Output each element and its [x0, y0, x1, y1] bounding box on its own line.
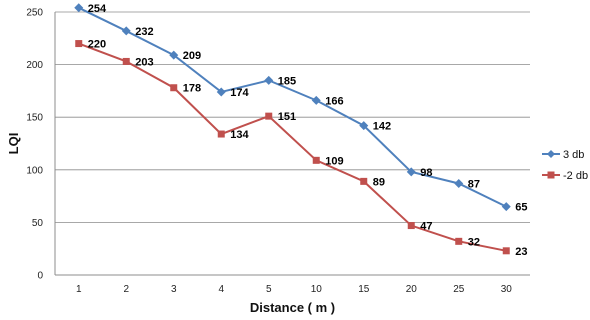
- x-tick-label: 10: [311, 284, 323, 295]
- data-point: [502, 247, 510, 255]
- data-label: 178: [183, 83, 201, 95]
- x-axis-title: Distance ( m ): [250, 300, 335, 315]
- y-tick-label: 150: [26, 113, 43, 124]
- data-label: 109: [325, 155, 343, 167]
- x-tick-labels: 1 2 3 4 5 10 15 20 25 30: [76, 284, 512, 295]
- legend: 3 db -2 db: [542, 149, 588, 182]
- data-label: 32: [468, 236, 480, 248]
- data-label: 142: [373, 121, 391, 133]
- y-tick-labels: 0 50 100 150 200 250: [26, 8, 43, 282]
- data-label: 232: [135, 26, 153, 38]
- data-label: 65: [515, 202, 527, 214]
- x-tick-label: 25: [453, 284, 465, 295]
- y-tick-label: 250: [26, 8, 43, 19]
- data-label: 134: [230, 129, 249, 141]
- data-point: [454, 178, 464, 188]
- data-point: [217, 130, 225, 138]
- legend-marker: [547, 150, 555, 158]
- data-point: [75, 40, 83, 48]
- data-label: 89: [373, 176, 385, 188]
- data-point: [170, 84, 178, 92]
- data-point: [406, 167, 416, 177]
- y-tick-label: 0: [37, 271, 43, 282]
- data-label: 87: [468, 178, 480, 190]
- y-axis-title: LQI: [6, 133, 21, 155]
- data-point: [169, 50, 179, 60]
- x-tick-label: 1: [76, 284, 82, 295]
- y-tick-label: 100: [26, 165, 43, 176]
- data-label: 174: [230, 87, 249, 99]
- x-tick-label: 5: [266, 284, 272, 295]
- data-label: 254: [88, 3, 107, 15]
- x-tick-label: 3: [171, 284, 177, 295]
- series-line-1: [78, 42, 507, 252]
- data-label: 220: [88, 39, 106, 51]
- data-point: [455, 237, 463, 245]
- legend-label: -2 db: [563, 170, 588, 182]
- series-layer: [74, 3, 511, 255]
- data-label: 203: [135, 56, 153, 68]
- legend-label: 3 db: [563, 149, 584, 161]
- data-point: [122, 57, 130, 65]
- series-line-0: [78, 6, 507, 208]
- data-point: [359, 121, 369, 131]
- data-label: 23: [515, 246, 527, 258]
- data-label: 185: [278, 75, 296, 87]
- x-tick-label: 15: [358, 284, 370, 295]
- data-point: [360, 177, 368, 185]
- x-tick-label: 4: [218, 284, 224, 295]
- data-point: [407, 222, 415, 230]
- data-point: [121, 26, 131, 36]
- data-point: [312, 156, 320, 164]
- y-tick-label: 50: [32, 218, 44, 229]
- x-tick-label: 30: [501, 284, 513, 295]
- data-point: [501, 202, 511, 212]
- data-point: [74, 3, 84, 13]
- data-labels: 254 232 209 174 185 166 142 98 87 65 220 203 178 134 1…: [88, 3, 528, 258]
- legend-marker: [547, 171, 555, 179]
- y-tick-label: 200: [26, 60, 43, 71]
- axes: [54, 12, 530, 276]
- gridlines: [55, 11, 530, 223]
- data-point: [311, 95, 321, 105]
- x-tick-label: 2: [123, 284, 129, 295]
- data-label: 47: [420, 221, 432, 233]
- data-label: 151: [278, 111, 296, 123]
- data-label: 209: [183, 50, 201, 62]
- data-label: 166: [325, 95, 343, 107]
- data-label: 98: [420, 167, 432, 179]
- data-point: [264, 75, 274, 85]
- x-tick-label: 20: [406, 284, 418, 295]
- data-point: [216, 87, 226, 97]
- data-point: [265, 112, 273, 120]
